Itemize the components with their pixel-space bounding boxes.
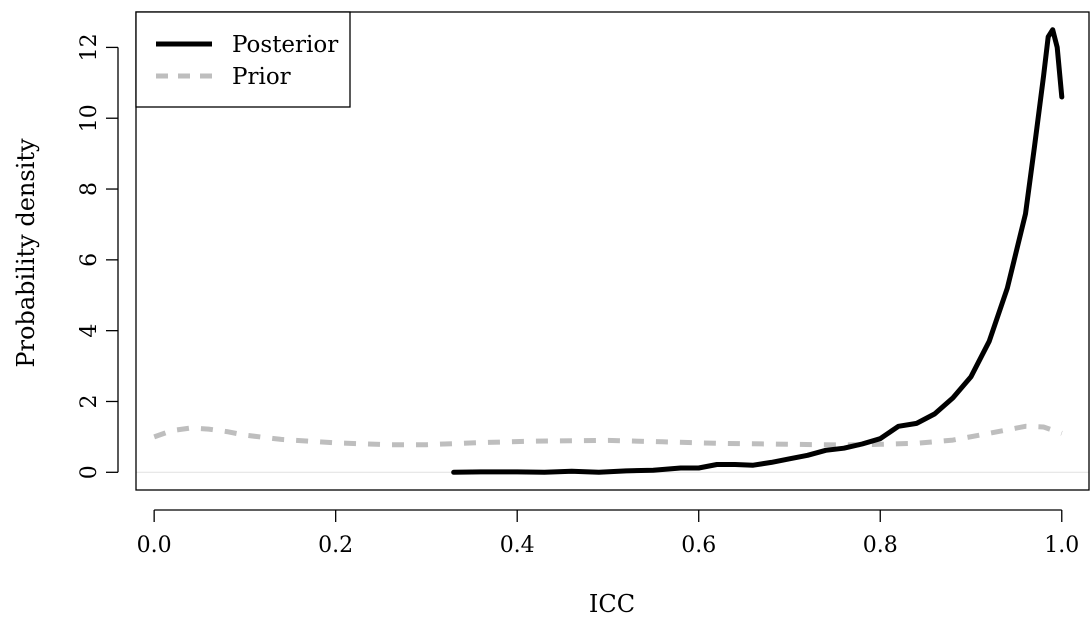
- y-tick-label: 10: [77, 104, 102, 132]
- y-tick-label: 6: [77, 253, 102, 267]
- legend-label-posterior: Posterior: [232, 32, 338, 58]
- x-tick-label: 0.6: [681, 533, 716, 558]
- legend-box: [135, 11, 351, 108]
- x-tick-label: 0.0: [137, 533, 172, 558]
- x-tick-label: 0.4: [500, 533, 535, 558]
- y-tick-label: 0: [77, 465, 102, 479]
- y-tick-label: 12: [77, 33, 102, 61]
- y-tick-label: 2: [77, 394, 102, 408]
- series-line-posterior: [451, 27, 1065, 475]
- x-tick-label: 1.0: [1044, 533, 1079, 558]
- legend-label-prior: Prior: [232, 64, 291, 90]
- legend: Posterior Prior: [135, 11, 351, 108]
- x-tick-label: 0.2: [318, 533, 353, 558]
- x-tick-label: 0.8: [863, 533, 898, 558]
- y-tick-label: 8: [77, 182, 102, 196]
- axes: 0.0 0.2 0.4 0.6 0.8 1.0 0 2 4 6 8 10 12: [77, 11, 1090, 558]
- series-line-prior: [153, 423, 1063, 448]
- y-axis-label: Probability density: [12, 138, 40, 368]
- x-axis-label: ICC: [589, 590, 635, 618]
- plot-area: [136, 27, 1089, 475]
- plot-frame: [135, 11, 1090, 491]
- y-tick-label: 4: [77, 324, 102, 338]
